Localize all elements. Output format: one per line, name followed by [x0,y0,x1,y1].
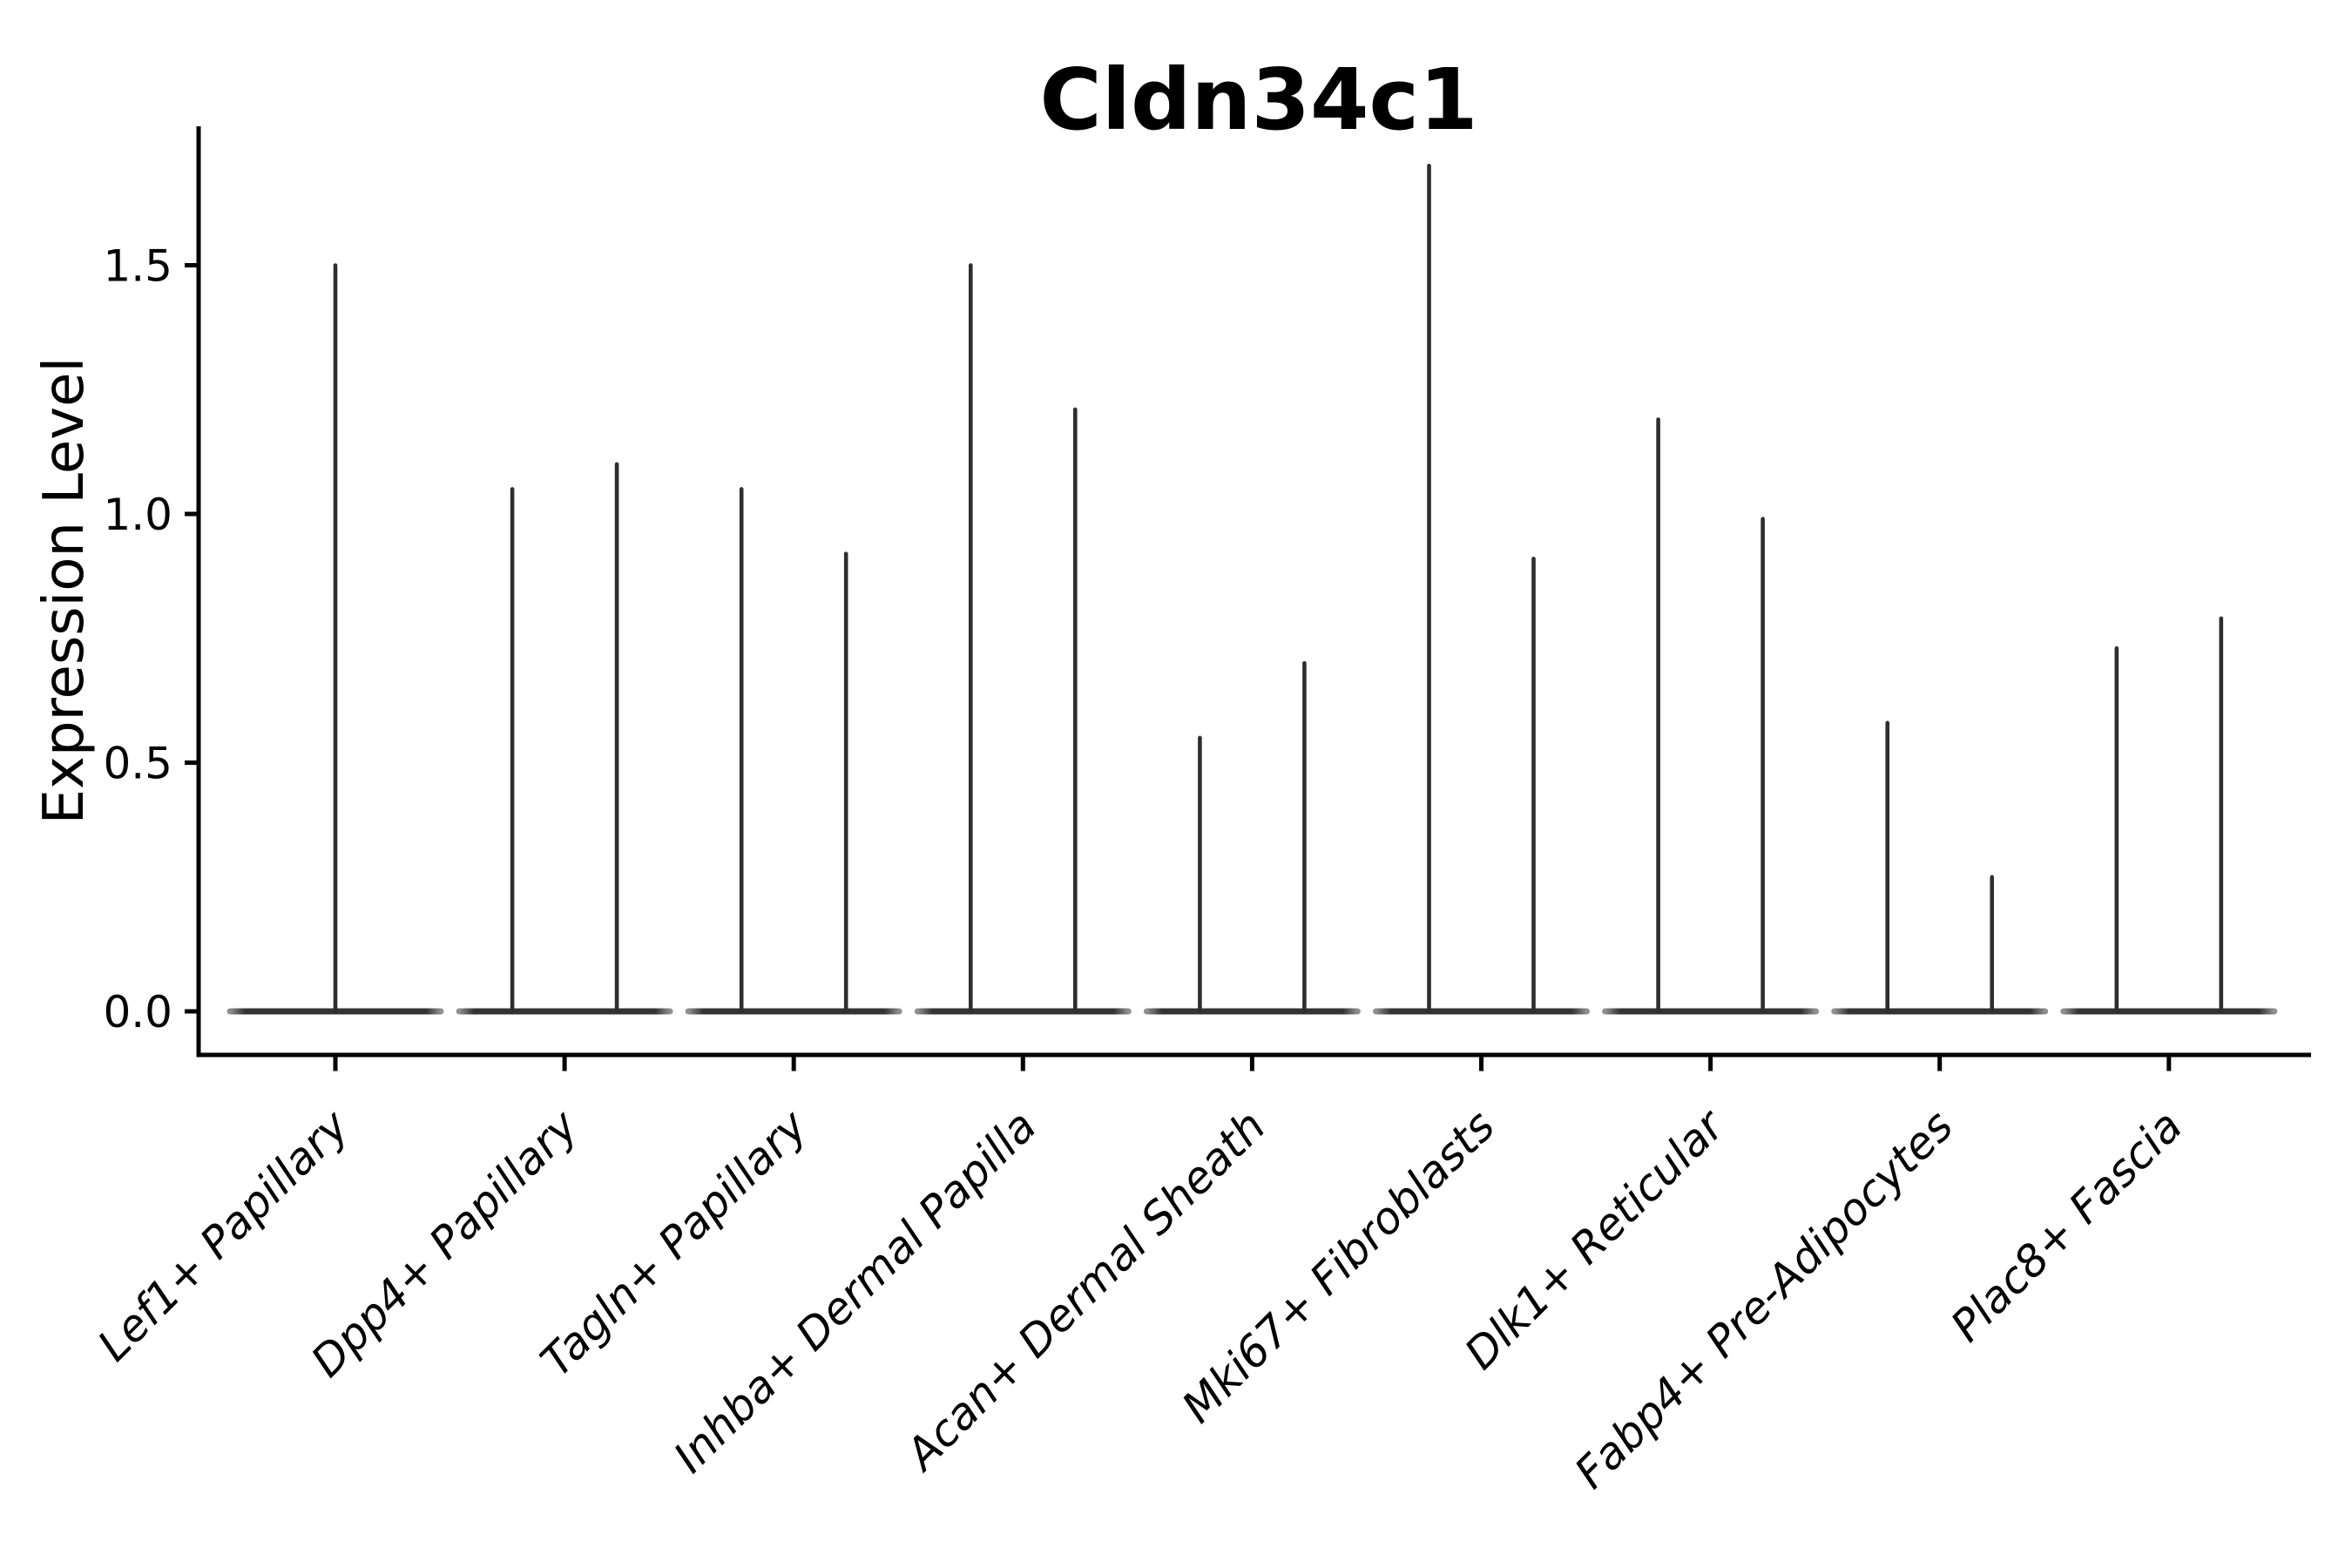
x-tick-label: Inhba+ Dermal Papilla [664,1100,1045,1482]
y-axis-label: Expression Level [32,357,97,825]
x-tick-label: Plac8+ Fascia [1941,1100,2192,1351]
y-tick-label: 0.5 [103,739,172,789]
y-tick-label: 1.0 [103,490,172,540]
x-tick-label: Acan+ Dermal Sheath [895,1100,1275,1481]
violin-layer [226,164,2278,1015]
chart-title: Cldn34c1 [1040,51,1478,149]
x-tick-label: Lef1+ Papillary [88,1099,359,1370]
y-tick-label: 1.5 [103,241,172,292]
x-tick-label: Fabp4+ Pre-Adipocytes [1565,1100,1963,1498]
y-tick-label: 0.0 [103,987,172,1037]
